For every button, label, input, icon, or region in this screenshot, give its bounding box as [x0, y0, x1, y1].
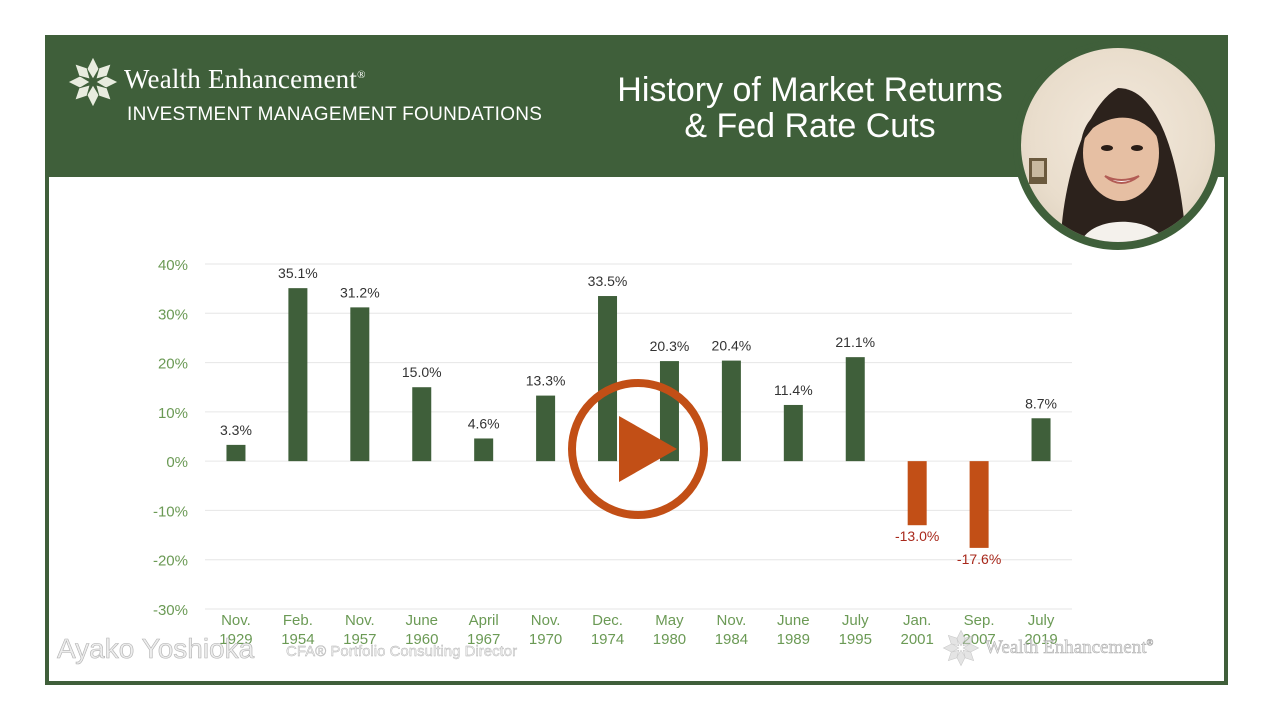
bar	[412, 387, 432, 462]
data-label: 20.3%	[650, 338, 690, 354]
brand-subtitle: INVESTMENT MANAGEMENT FOUNDATIONS	[127, 104, 543, 125]
presenter-role: CFA® Portfolio Consulting Director	[286, 643, 518, 660]
x-tick-label: July	[1028, 612, 1055, 629]
bar	[1031, 418, 1051, 462]
y-tick-label: 30%	[158, 306, 188, 323]
slide-title-line2: & Fed Rate Cuts	[684, 107, 936, 145]
brand-name: Wealth Enhancement®	[124, 64, 366, 94]
x-tick-label: Nov.	[345, 612, 375, 629]
x-tick-label: 1995	[839, 631, 872, 648]
x-tick-label: Sep.	[964, 612, 995, 629]
x-tick-label: 1980	[653, 631, 686, 648]
slide-title-line1: History of Market Returns	[617, 71, 1003, 109]
y-tick-label: -10%	[153, 503, 188, 520]
data-label: -13.0%	[895, 528, 939, 544]
data-label: 15.0%	[402, 364, 442, 380]
bar	[350, 307, 370, 462]
x-tick-label: Nov.	[221, 612, 251, 629]
x-tick-label: 2019	[1024, 631, 1057, 648]
data-label: 11.4%	[774, 382, 813, 398]
presenter-video-avatar	[1013, 40, 1223, 250]
x-tick-label: Nov.	[531, 612, 561, 629]
bar	[474, 438, 494, 462]
bar	[288, 288, 308, 462]
bar	[598, 296, 618, 462]
y-tick-label: -20%	[153, 553, 188, 570]
data-label: 31.2%	[340, 284, 380, 300]
play-icon[interactable]	[567, 378, 709, 520]
leaf-cluster-icon	[67, 56, 119, 108]
slide-title: History of Market Returns & Fed Rate Cut…	[590, 72, 1030, 144]
x-tick-label: Feb.	[283, 612, 313, 629]
x-tick-label: Nov.	[717, 612, 747, 629]
x-tick-label: 1989	[777, 631, 810, 648]
y-tick-label: 20%	[158, 356, 188, 373]
y-tick-label: -30%	[153, 602, 188, 619]
x-tick-label: 1960	[405, 631, 438, 648]
bar	[969, 461, 989, 548]
data-label: 8.7%	[1025, 395, 1057, 411]
bar	[845, 357, 865, 462]
data-label: 13.3%	[526, 373, 566, 389]
data-label: 4.6%	[468, 415, 500, 431]
x-tick-label: 1984	[715, 631, 748, 648]
bar	[783, 404, 803, 462]
bar	[721, 360, 741, 462]
x-tick-label: May	[655, 612, 684, 629]
x-tick-label: June	[777, 612, 810, 629]
x-tick-label: 1970	[529, 631, 562, 648]
bar	[907, 461, 927, 526]
presenter-name: Ayako Yoshioka	[57, 633, 255, 665]
data-label: 35.1%	[278, 265, 318, 281]
x-tick-label: April	[469, 612, 499, 629]
watermark-logo-icon	[942, 629, 980, 667]
x-tick-label: 1929	[219, 631, 252, 648]
presenter-photo	[1029, 88, 1186, 242]
x-tick-label: 1954	[281, 631, 314, 648]
bar	[226, 444, 246, 462]
data-label: -17.6%	[957, 551, 1001, 567]
y-tick-label: 40%	[158, 257, 188, 274]
bar	[536, 395, 556, 462]
x-tick-label: June	[405, 612, 438, 629]
x-tick-label: 1967	[467, 631, 500, 648]
x-tick-label: 1957	[343, 631, 376, 648]
data-label: 21.1%	[835, 334, 875, 350]
x-tick-label: Jan.	[903, 612, 931, 629]
y-tick-label: 0%	[166, 454, 188, 471]
data-label: 3.3%	[220, 422, 252, 438]
x-tick-label: Dec.	[592, 612, 623, 629]
x-tick-label: 1974	[591, 631, 624, 648]
watermark-brand: Wealth Enhancement®	[985, 637, 1154, 659]
data-label: 33.5%	[588, 273, 628, 289]
x-tick-label: 2001	[900, 631, 933, 648]
x-tick-label: July	[842, 612, 869, 629]
data-label: 20.4%	[712, 338, 752, 354]
y-tick-label: 10%	[158, 405, 188, 422]
